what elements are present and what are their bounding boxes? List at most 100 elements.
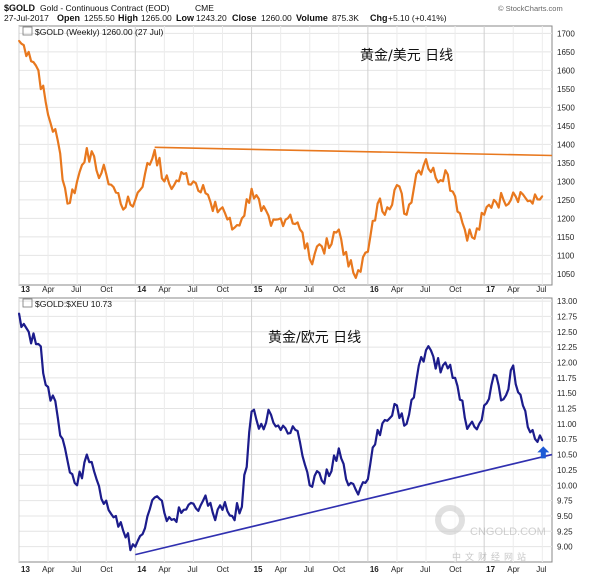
gold-usd-data-point	[153, 149, 156, 151]
gold-usd-data-point	[541, 195, 544, 198]
gold-usd-data-point	[173, 184, 175, 187]
gold-eur-data-point	[250, 410, 253, 413]
gold-usd-trendline	[154, 146, 553, 157]
gold-eur-x-tick-label: Jul	[187, 565, 197, 574]
gold-eur-y-tick-label: 12.25	[557, 343, 578, 352]
gold-usd-data-point	[434, 176, 437, 179]
gold-usd-data-point	[163, 180, 166, 183]
gold-eur-data-point	[444, 361, 447, 364]
gold-eur-data-point	[337, 447, 340, 450]
gold-usd-data-point	[318, 243, 321, 246]
gold-usd-x-tick-label: Apr	[507, 285, 520, 294]
gold-usd-data-point	[444, 169, 447, 172]
gold-usd-x-tick-label: Apr	[275, 285, 288, 294]
gold-usd-data-point	[328, 247, 331, 249]
gold-eur-data-point	[85, 453, 88, 456]
gold-eur-y-tick-label: 10.00	[557, 481, 578, 490]
gold-eur-x-tick-label: Jul	[71, 565, 81, 574]
gold-eur-data-point	[221, 508, 224, 511]
gold-eur-data-point	[66, 459, 69, 462]
gold-usd-x-tick-label: Jul	[304, 285, 314, 294]
gold-usd-data-point	[56, 139, 59, 142]
header-exchange: CME	[195, 3, 214, 13]
gold-usd-data-point	[483, 213, 486, 216]
chart-header: $GOLD Gold - Continuous Contract (EOD) C…	[4, 3, 563, 23]
gold-eur-data-point	[202, 499, 205, 502]
gold-eur-trendline	[135, 453, 553, 556]
gold-usd-data-point	[512, 191, 515, 194]
gold-usd-x-tick-label: 14	[137, 285, 146, 294]
gold-eur-data-point	[182, 508, 185, 511]
gold-usd-y-tick-label: 1150	[557, 233, 575, 242]
gold-eur-data-point	[522, 404, 524, 407]
gold-eur-x-tick-label: Apr	[507, 565, 520, 574]
watermark-brand: 中文财经网站	[452, 551, 530, 563]
gold-eur-data-point	[37, 343, 40, 345]
header-open-label: Open	[57, 13, 80, 23]
gold-usd-data-point	[299, 228, 301, 231]
gold-eur-data-point	[454, 376, 456, 379]
gold-eur-x-tick-label: Apr	[158, 565, 171, 574]
gold-eur-x-tick-label: Oct	[449, 565, 462, 574]
gold-eur-data-point	[483, 404, 486, 407]
gold-eur-data-point	[405, 422, 408, 425]
gold-eur-data-point	[434, 367, 437, 370]
gold-usd-data-point	[337, 228, 340, 231]
gold-usd-data-point	[279, 217, 282, 220]
gold-eur-y-tick-label: 13.00	[557, 297, 578, 306]
gold-usd-data-point	[240, 217, 243, 220]
gold-usd-data-point	[522, 193, 524, 196]
gold-eur-y-tick-label: 10.25	[557, 466, 578, 475]
gold-eur-data-point	[115, 515, 117, 517]
gold-eur-y-tick-label: 12.75	[557, 312, 578, 321]
gold-eur-data-point	[512, 364, 515, 367]
gold-eur-data-point	[386, 419, 389, 422]
gold-eur-x-tick-label: 13	[21, 565, 30, 574]
gold-eur-annotation: 黄金/欧元 日线	[268, 329, 361, 346]
gold-usd-x-tick-label: Jul	[71, 285, 81, 294]
header-open-value: 1255.50	[84, 13, 115, 23]
gold-usd-x-tick-label: Apr	[42, 285, 55, 294]
watermark-site: CNGOLD.COM	[470, 526, 546, 538]
gold-eur-data-point	[153, 496, 156, 499]
gold-eur-data-point	[415, 379, 418, 382]
gold-usd-data-point	[425, 158, 427, 161]
gold-eur-data-point	[173, 518, 175, 520]
gold-eur-data-point	[318, 472, 321, 474]
gold-usd-x-tick-label: Oct	[100, 285, 113, 294]
gold-usd-data-point	[463, 228, 466, 231]
gold-usd-data-point	[37, 69, 40, 72]
gold-eur-data-point	[279, 429, 282, 431]
header-description: Gold - Continuous Contract (EOD)	[40, 3, 170, 13]
gold-usd-data-point	[454, 195, 456, 198]
gold-eur-y-tick-label: 12.50	[557, 328, 578, 337]
gold-eur-data-point	[299, 441, 301, 444]
gold-eur-x-tick-label: Apr	[275, 565, 288, 574]
gold-eur-data-point	[56, 416, 59, 419]
gold-usd-y-tick-label: 1450	[557, 122, 575, 131]
up-arrow-icon	[537, 446, 550, 459]
gold-usd-data-point	[221, 206, 224, 209]
gold-eur-data-point	[134, 545, 137, 548]
gold-usd-data-point	[347, 265, 350, 268]
gold-usd-x-tick-label: Oct	[333, 285, 346, 294]
gold-eur-data-point	[124, 536, 127, 539]
gold-usd-y-tick-label: 1100	[557, 251, 575, 260]
gold-usd-data-point	[270, 224, 272, 227]
gold-usd-data-point	[396, 184, 398, 187]
gold-eur-y-tick-label: 9.00	[557, 543, 573, 552]
gold-eur-x-tick-label: Oct	[217, 565, 230, 574]
gold-eur-y-tick-label: 9.25	[557, 527, 573, 536]
gold-usd-y-tick-label: 1050	[557, 270, 575, 279]
gold-usd-y-tick-label: 1650	[557, 48, 575, 57]
gold-usd-y-tick-label: 1550	[557, 85, 575, 94]
gold-eur-data-point	[376, 429, 379, 431]
gold-eur-data-point	[47, 386, 49, 388]
gold-eur-y-tick-label: 11.25	[557, 405, 577, 414]
gold-usd-data-point	[134, 199, 137, 201]
gold-eur-data-point	[357, 493, 360, 496]
gold-usd-x-tick-label: Apr	[158, 285, 171, 294]
gold-usd-data-point	[231, 228, 234, 231]
header-high-label: High	[118, 13, 138, 23]
